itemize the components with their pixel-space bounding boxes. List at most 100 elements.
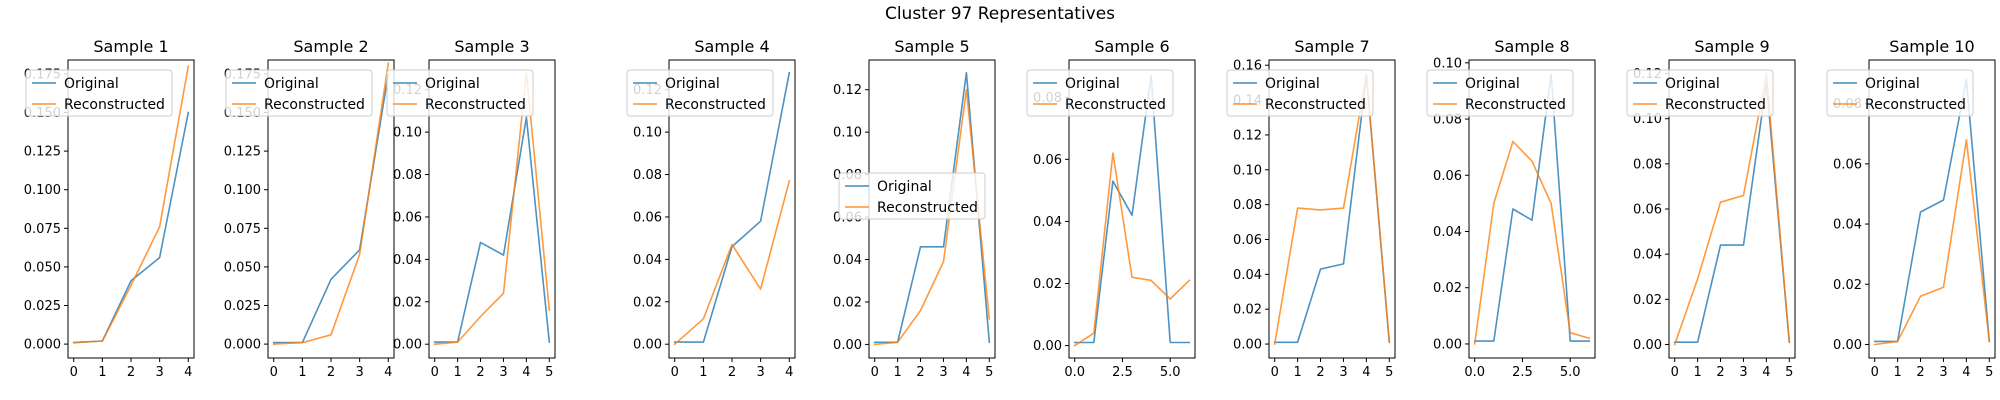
- series-line-reconstructed: [1873, 139, 1991, 346]
- subplot-title: Sample 5: [894, 37, 969, 56]
- y-tick-label: 0.08: [1633, 157, 1662, 172]
- x-tick-label: 4: [1962, 365, 1970, 380]
- x-tick-label: 4: [1362, 365, 1370, 380]
- legend-label: Reconstructed: [1065, 97, 1166, 113]
- x-tick-label: 5: [1785, 365, 1793, 380]
- y-tick-label: 0.10: [393, 126, 422, 141]
- legend: Original Reconstructed: [25, 69, 173, 117]
- x-tick-label: 4: [184, 365, 192, 380]
- legend-label: Original: [425, 76, 480, 92]
- subplot-title: Sample 8: [1494, 37, 1569, 56]
- y-tick-label: 0.10: [1433, 56, 1462, 71]
- x-tick-label: 0: [1871, 365, 1879, 380]
- y-tick-label: 0.100: [24, 183, 61, 198]
- x-tick-label: 1: [893, 365, 901, 380]
- x-tick-label: 2: [1716, 365, 1724, 380]
- x-tick-label: 0: [270, 365, 278, 380]
- legend: Original Reconstructed: [225, 69, 373, 117]
- subplot-9: Sample 90.000.020.040.060.080.100.120123…: [1626, 37, 1796, 380]
- legend-label: Original: [1065, 76, 1120, 92]
- legend-box: [25, 69, 173, 117]
- y-tick-label: 0.08: [393, 168, 422, 183]
- x-tick-label: 4: [785, 365, 793, 380]
- series-line-original: [1673, 81, 1791, 344]
- legend-box: [626, 69, 774, 117]
- y-tick-label: 0.04: [833, 253, 862, 268]
- x-tick-label: 5.0: [1160, 365, 1181, 380]
- legend-label: Original: [1865, 76, 1920, 92]
- y-tick-label: 0.075: [224, 222, 261, 237]
- y-tick-label: 0.00: [833, 338, 862, 353]
- x-tick-label: 4: [384, 365, 392, 380]
- axes-frame: [267, 59, 395, 359]
- x-tick-label: 3: [355, 365, 363, 380]
- series-line-reconstructed: [272, 62, 390, 345]
- legend: Original Reconstructed: [1826, 69, 1974, 117]
- y-tick-label: 0.075: [24, 222, 61, 237]
- y-tick-label: 0.04: [1233, 268, 1262, 283]
- subplot-title: Sample 9: [1694, 37, 1769, 56]
- y-tick-label: 0.050: [24, 260, 61, 275]
- legend-label: Original: [1265, 76, 1320, 92]
- subplot-title: Sample 4: [694, 37, 769, 56]
- y-tick-label: 0.025: [224, 299, 261, 314]
- x-tick-label: 4: [962, 365, 970, 380]
- x-tick-label: 3: [1739, 365, 1747, 380]
- series-line-reconstructed: [673, 179, 791, 346]
- axes-frame: [1068, 59, 1196, 359]
- x-tick-label: 0: [431, 365, 439, 380]
- x-tick-label: 2.5: [1112, 365, 1133, 380]
- y-tick-label: 0.12: [833, 83, 862, 98]
- y-tick-label: 0.000: [224, 338, 261, 353]
- axes-frame: [67, 59, 195, 359]
- subplot-title: Sample 1: [93, 37, 168, 56]
- subplot-title: Sample 10: [1889, 37, 1974, 56]
- legend: Original Reconstructed: [1026, 69, 1174, 117]
- x-tick-label: 1: [98, 365, 106, 380]
- x-tick-label: 4: [1762, 365, 1770, 380]
- x-tick-label: 3: [1339, 365, 1347, 380]
- x-tick-label: 5: [1985, 365, 1993, 380]
- series-line-reconstructed: [1673, 72, 1791, 346]
- legend-label: Original: [264, 76, 319, 92]
- y-tick-label: 0.08: [1233, 198, 1262, 213]
- y-tick-label: 0.125: [24, 145, 61, 160]
- x-tick-label: 5: [985, 365, 993, 380]
- y-tick-label: 0.06: [1433, 169, 1462, 184]
- legend: Original Reconstructed: [386, 69, 534, 117]
- y-tick-label: 0.08: [633, 168, 662, 183]
- x-tick-label: 2: [327, 365, 335, 380]
- y-tick-label: 0.050: [224, 260, 261, 275]
- legend-label: Original: [877, 179, 932, 195]
- legend-label: Original: [64, 76, 119, 92]
- x-tick-label: 5.0: [1560, 365, 1581, 380]
- y-tick-label: 0.125: [224, 145, 261, 160]
- subplot-2: Sample 20.0000.0250.0500.0750.1000.1250.…: [224, 37, 395, 380]
- subplot-title: Sample 7: [1294, 37, 1369, 56]
- x-tick-label: 3: [756, 365, 764, 380]
- series-line-original: [1473, 73, 1591, 342]
- x-tick-label: 1: [1693, 365, 1701, 380]
- series-line-reconstructed: [72, 65, 190, 344]
- x-tick-label: 1: [1293, 365, 1301, 380]
- axes-frame: [668, 59, 796, 359]
- y-tick-label: 0.00: [1833, 338, 1862, 353]
- legend-label: Reconstructed: [665, 97, 766, 113]
- legend-box: [386, 69, 534, 117]
- subplot-4: Sample 40.000.020.040.060.080.100.120123…: [626, 37, 796, 380]
- x-tick-label: 5: [1385, 365, 1393, 380]
- y-tick-label: 0.02: [1833, 278, 1862, 293]
- y-tick-label: 0.10: [833, 126, 862, 141]
- y-tick-label: 0.06: [1633, 203, 1662, 218]
- y-tick-label: 0.10: [633, 126, 662, 141]
- y-tick-label: 0.06: [1833, 157, 1862, 172]
- subplot-7: Sample 70.000.020.040.060.080.100.120.14…: [1226, 37, 1396, 380]
- x-tick-label: 1: [699, 365, 707, 380]
- x-tick-label: 0: [1671, 365, 1679, 380]
- series-line-reconstructed: [1073, 152, 1191, 347]
- legend: Original Reconstructed: [1226, 69, 1374, 117]
- y-tick-label: 0.04: [1833, 218, 1862, 233]
- y-tick-label: 0.04: [1433, 225, 1462, 240]
- x-tick-label: 2: [1316, 365, 1324, 380]
